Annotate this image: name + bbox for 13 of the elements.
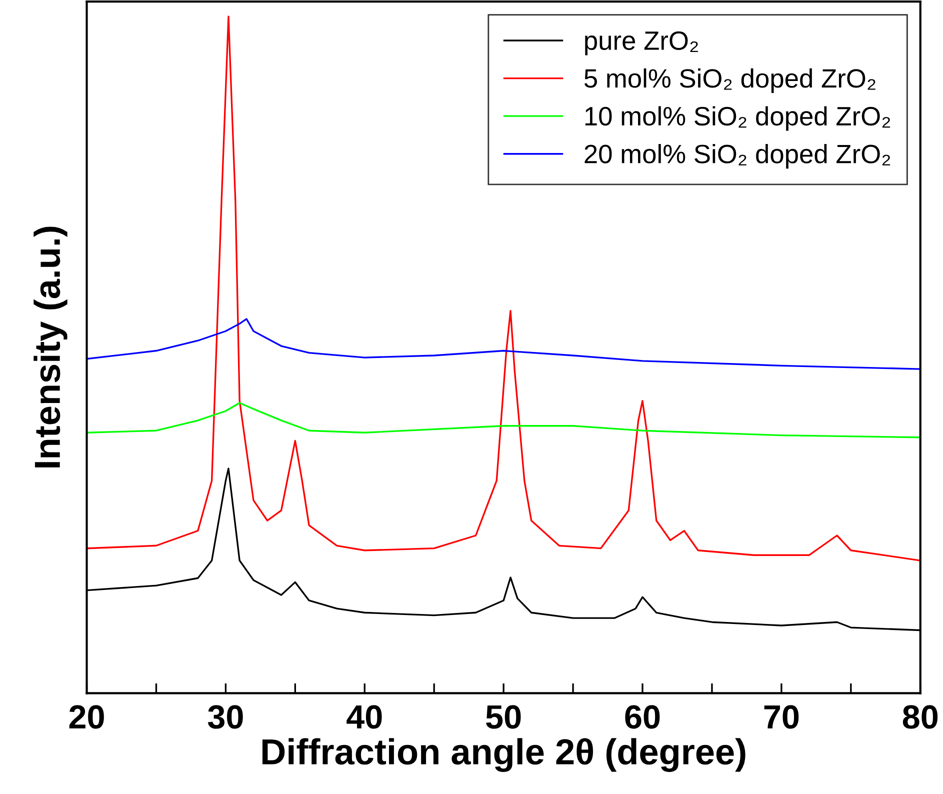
x-tick-label: 60 (625, 705, 660, 729)
x-tick-label: 30 (208, 705, 243, 729)
x-tick-label: 80 (902, 705, 938, 729)
x-tick-label: 50 (486, 705, 521, 729)
x-tick-label: 40 (346, 705, 382, 729)
x-tick-label: 70 (764, 705, 799, 729)
y-axis-title: Intensity (a.u.) (34, 226, 68, 468)
legend-label: 5 mol% SiO₂ doped ZrO₂ (584, 68, 876, 94)
legend-label: 10 mol% SiO₂ doped ZrO₂ (585, 106, 890, 131)
x-tick-label: 20 (69, 705, 104, 729)
legend-label: pure ZrO₂ (585, 31, 698, 56)
x-axis-title: Diffraction angle 2θ (degree) (262, 738, 746, 772)
legend-label: 20 mol% SiO₂ doped ZrO₂ (584, 144, 890, 169)
